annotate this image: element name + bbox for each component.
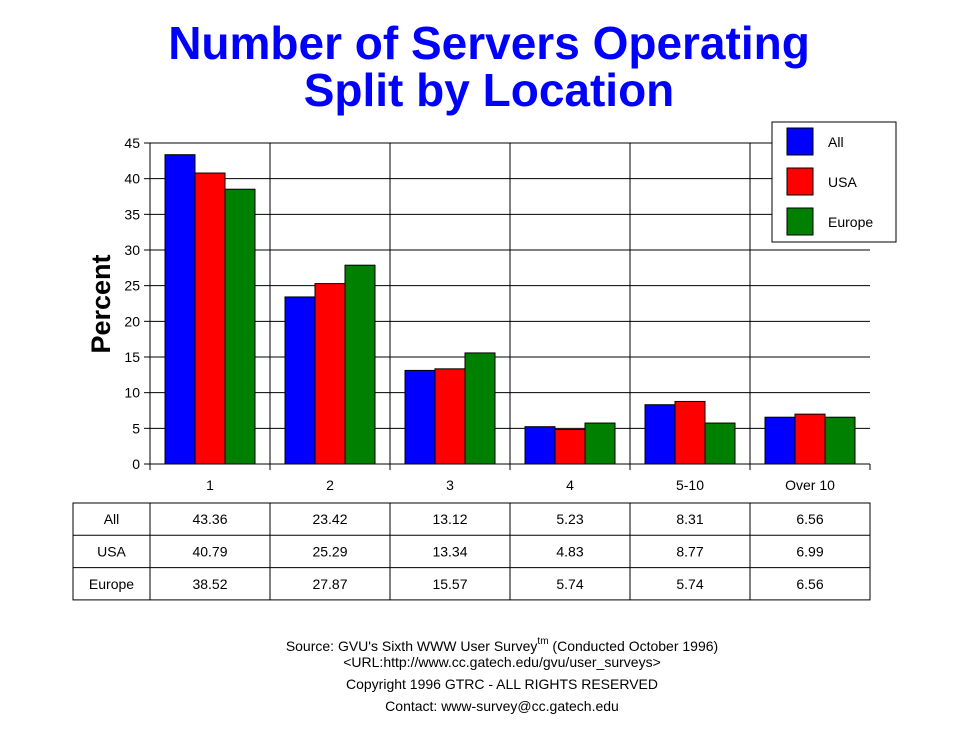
table-cell: 38.52 <box>192 576 227 592</box>
footer-url: <URL:http://www.cc.gatech.edu/gvu/user_s… <box>343 654 661 670</box>
bar-usa-4 <box>674 400 706 465</box>
table-cell: 5.74 <box>556 576 583 592</box>
legend-swatch-usa <box>786 167 814 196</box>
table-cell: 6.56 <box>796 511 823 527</box>
y-tick-label: 0 <box>132 456 140 472</box>
legend-label-usa: USA <box>828 174 857 190</box>
bar-europe-5 <box>824 416 856 465</box>
y-tick-label: 25 <box>124 278 140 294</box>
table-cell: 43.36 <box>192 511 227 527</box>
bar-europe-3 <box>584 422 616 465</box>
table-cell: 13.34 <box>432 543 467 559</box>
bar-europe-4 <box>704 422 736 465</box>
bar-europe-1 <box>344 264 376 465</box>
svg-text:Source: GVU's Sixth WWW User S: Source: GVU's Sixth WWW User Surveytm (C… <box>286 636 718 654</box>
y-tick-label: 40 <box>124 171 140 187</box>
footer-copyright: Copyright 1996 GTRC - ALL RIGHTS RESERVE… <box>346 676 658 692</box>
data-table-border <box>72 502 871 601</box>
y-tick-label: 30 <box>124 242 140 258</box>
x-tick-label: 5-10 <box>676 477 704 493</box>
table-cell: 4.83 <box>556 543 583 559</box>
x-tick-label: 2 <box>326 477 334 493</box>
table-cell: 13.12 <box>432 511 467 527</box>
table-cell: 25.29 <box>312 543 347 559</box>
bar-europe-2 <box>464 352 496 465</box>
legend-label-all: All <box>828 134 844 150</box>
bar-europe-0 <box>224 188 256 465</box>
footer-contact: Contact: www-survey@cc.gatech.edu <box>385 698 619 714</box>
table-cell: 6.99 <box>796 543 823 559</box>
y-tick-label: 15 <box>124 349 140 365</box>
y-tick-label: 10 <box>124 385 140 401</box>
bar-all-2 <box>404 369 436 465</box>
y-axis-label: Percent <box>86 254 116 353</box>
legend-swatch-all <box>786 127 814 156</box>
x-tick-label: Over 10 <box>785 477 835 493</box>
y-tick-label: 20 <box>124 313 140 329</box>
bar-all-4 <box>644 404 676 465</box>
y-tick-label: 45 <box>124 135 140 151</box>
table-cell: 27.87 <box>312 576 347 592</box>
bar-usa-1 <box>314 283 346 465</box>
y-tick-label: 35 <box>124 206 140 222</box>
bar-usa-3 <box>554 429 586 465</box>
table-row-label: All <box>104 511 120 527</box>
x-tick-label: 1 <box>206 477 214 493</box>
chart-title-line-2: Split by Location <box>304 64 675 116</box>
table-row-label: USA <box>97 543 126 559</box>
footer: Source: GVU's Sixth WWW User Surveytm (C… <box>286 636 718 714</box>
footer-source: Source: GVU's Sixth WWW User Survey <box>286 638 538 654</box>
bar-usa-2 <box>434 368 466 465</box>
legend-swatch-europe <box>786 207 814 236</box>
table-cell: 15.57 <box>432 576 467 592</box>
footer-source-tm: tm <box>537 636 548 647</box>
bar-all-0 <box>164 154 196 465</box>
table-cell: 6.56 <box>796 576 823 592</box>
chart-title-line-1: Number of Servers Operating <box>168 17 810 69</box>
table-cell: 8.31 <box>676 511 703 527</box>
table-row-label: Europe <box>89 576 134 592</box>
y-tick-label: 5 <box>132 420 140 436</box>
table-cell: 23.42 <box>312 511 347 527</box>
bar-usa-0 <box>194 172 226 465</box>
table-cell: 5.74 <box>676 576 703 592</box>
bar-all-3 <box>524 426 556 465</box>
table-cell: 8.77 <box>676 543 703 559</box>
table-cell: 5.23 <box>556 511 583 527</box>
table-cell: 40.79 <box>192 543 227 559</box>
bar-all-1 <box>284 296 316 465</box>
bar-usa-5 <box>794 413 826 465</box>
legend-label-europe: Europe <box>828 214 873 230</box>
bar-all-5 <box>764 416 796 465</box>
x-tick-label: 4 <box>566 477 574 493</box>
footer-source-suffix: (Conducted October 1996) <box>549 638 719 654</box>
x-tick-label: 3 <box>446 477 454 493</box>
